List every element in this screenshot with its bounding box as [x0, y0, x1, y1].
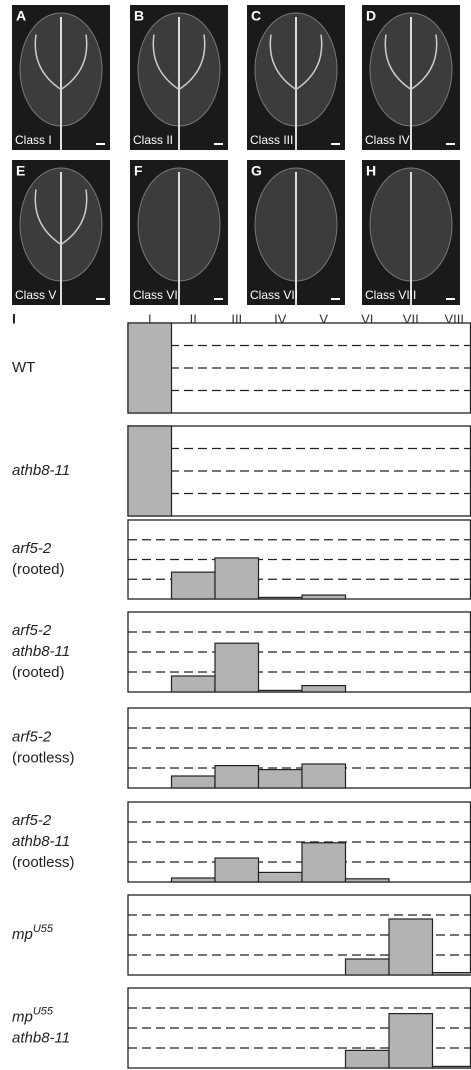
genotype-label: arf5-2: [12, 540, 52, 557]
class-label: Class IV: [365, 133, 410, 147]
genotype-label: (rooted): [12, 664, 65, 681]
bar: [215, 858, 259, 882]
class-label: Class III: [250, 133, 293, 147]
panel-letter: E: [16, 163, 25, 179]
genotype-label: (rootless): [12, 749, 75, 766]
genotype-label: (rooted): [12, 561, 65, 578]
genotype-label: WT: [12, 359, 35, 376]
bar: [259, 770, 303, 788]
bar: [128, 323, 172, 413]
bar: [259, 690, 303, 692]
bar: [259, 872, 303, 882]
superscript: U55: [33, 1005, 54, 1017]
panel-letter-dark: I: [12, 311, 16, 327]
class-label: Class VII: [250, 288, 298, 302]
figure: A Class I B Class II C Class III D Class IV E Cla…: [0, 0, 471, 1070]
bar: [302, 686, 346, 692]
genotype-label: arf5-2: [12, 622, 52, 639]
panel-letter: D: [366, 8, 376, 24]
bar: [302, 843, 346, 882]
bar: [259, 597, 303, 599]
bar: [172, 572, 216, 599]
class-label: Class VIII: [365, 288, 416, 302]
bar: [172, 776, 216, 788]
class-label: Class II: [133, 133, 173, 147]
bar: [302, 764, 346, 788]
panel-letter: G: [251, 163, 262, 179]
genotype-label: mpU55: [12, 923, 54, 943]
genotype-label: arf5-2: [12, 728, 52, 745]
bar: [346, 879, 390, 882]
bar: [433, 973, 471, 975]
genotype-label: mpU55: [12, 1005, 54, 1025]
bar: [389, 919, 433, 975]
bar: [215, 558, 259, 599]
panel-letter: A: [16, 8, 26, 24]
genotype-label: athb8-11: [12, 462, 70, 479]
panel-letter: F: [134, 163, 143, 179]
class-label: Class VI: [133, 288, 178, 302]
bar: [346, 1050, 390, 1068]
class-label: Class V: [15, 288, 56, 302]
bar: [346, 959, 390, 975]
bar: [215, 643, 259, 692]
genotype-label: athb8-11: [12, 1029, 70, 1046]
panel-letter: H: [366, 163, 376, 179]
genotype-label: (rootless): [12, 854, 75, 871]
panel-letter: B: [134, 8, 144, 24]
bar: [172, 676, 216, 692]
bar: [172, 878, 216, 882]
bar: [389, 1014, 433, 1068]
superscript: U55: [33, 923, 54, 935]
bar: [302, 595, 346, 599]
bar: [215, 766, 259, 788]
genotype-label: arf5-2: [12, 812, 52, 829]
panel-letter: C: [251, 8, 261, 24]
bar: [128, 426, 172, 516]
class-label: Class I: [15, 133, 52, 147]
genotype-label: athb8-11: [12, 833, 70, 850]
genotype-label: athb8-11: [12, 643, 70, 660]
bar: [433, 1066, 471, 1068]
